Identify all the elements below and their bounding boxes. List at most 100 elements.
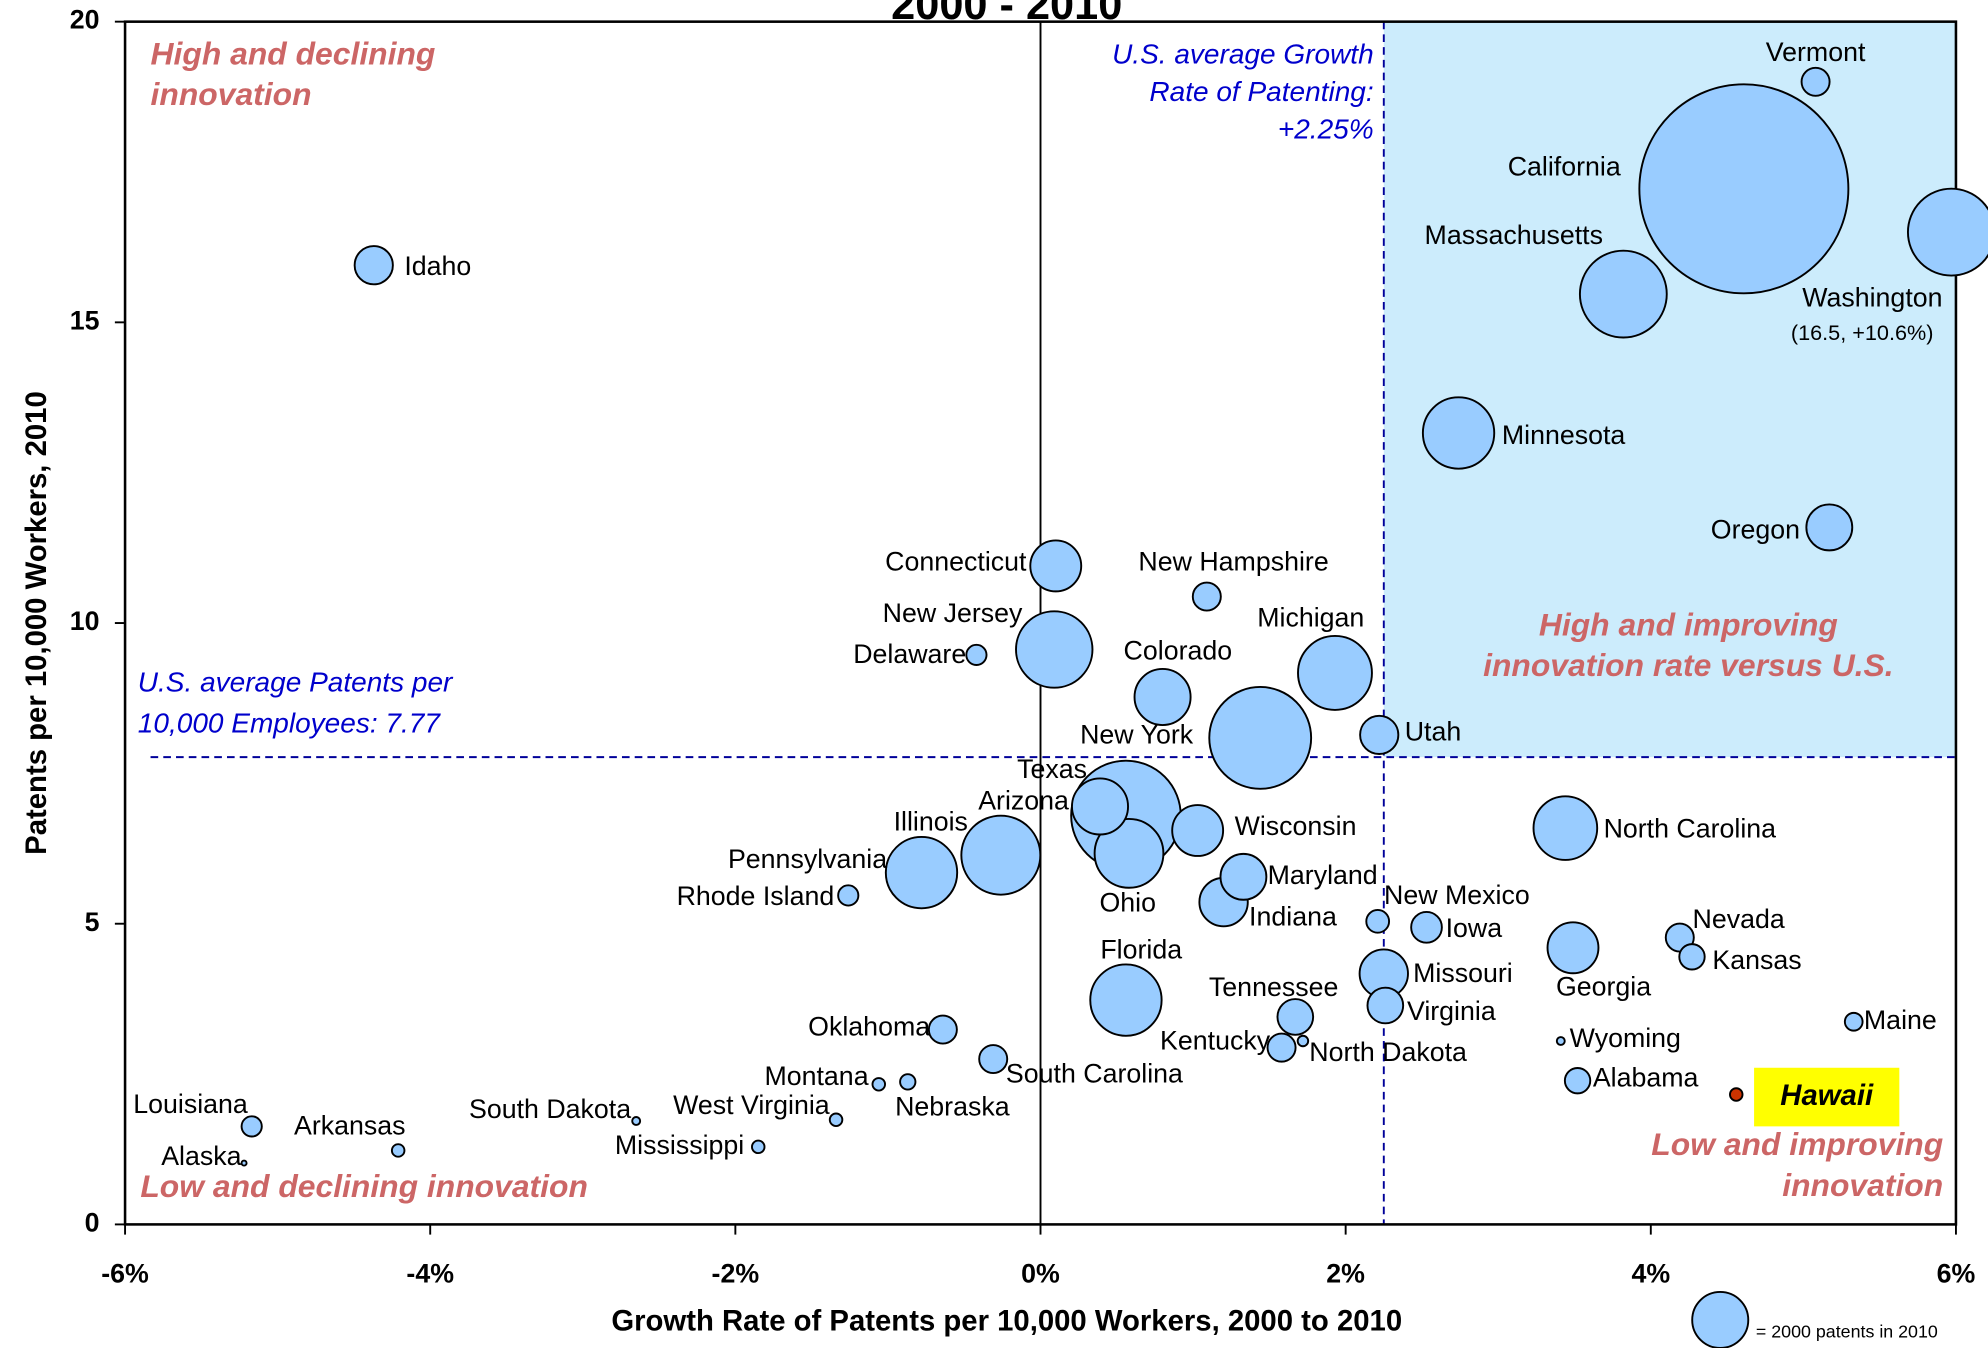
bubble xyxy=(1029,539,1083,593)
bubble xyxy=(390,1143,406,1158)
point-label: Virginia xyxy=(1407,996,1496,1026)
legend-bubble xyxy=(1691,1290,1750,1348)
bubble xyxy=(1071,777,1129,836)
bubble xyxy=(1907,187,1988,277)
y-tick-label: 0 xyxy=(85,1207,100,1237)
point-label: Minnesota xyxy=(1502,420,1626,450)
reference-annotation: U.S. average Growth xyxy=(1112,38,1374,69)
point-label: Alaska xyxy=(161,1141,241,1171)
point-label: Florida xyxy=(1100,935,1182,965)
bubble xyxy=(1410,911,1443,944)
x-tick-label: -4% xyxy=(406,1258,454,1288)
bubble xyxy=(1800,66,1831,97)
reference-annotation: U.S. average Patents per xyxy=(138,667,454,698)
point-label: Oklahoma xyxy=(808,1011,930,1041)
bubble xyxy=(899,1073,917,1091)
point-label: Utah xyxy=(1405,717,1462,747)
bubble xyxy=(1276,998,1315,1036)
bubble xyxy=(1296,1034,1310,1048)
point-label: Georgia xyxy=(1556,972,1651,1002)
quadrant-label: innovation xyxy=(151,76,312,112)
point-label: New Jersey xyxy=(883,598,1023,628)
point-label: Arizona xyxy=(978,786,1069,816)
x-tick-label: 6% xyxy=(1937,1258,1976,1288)
point-label: Mississippi xyxy=(615,1130,744,1160)
bubble xyxy=(1133,668,1192,726)
point-label: West Virginia xyxy=(673,1090,830,1120)
point-label: Hawaii xyxy=(1780,1079,1874,1112)
point-label: Ohio xyxy=(1099,887,1156,917)
bubble xyxy=(1365,908,1391,934)
reference-annotation: Rate of Patenting: xyxy=(1149,76,1373,107)
point-label: North Carolina xyxy=(1604,814,1777,844)
point-label: Nebraska xyxy=(895,1092,1010,1122)
chart-title: 2000 - 2010 xyxy=(891,0,1122,29)
x-tick-label: -2% xyxy=(712,1258,760,1288)
bubble xyxy=(960,814,1042,896)
bubble xyxy=(965,643,988,666)
bubble xyxy=(240,1115,263,1138)
point-label: New York xyxy=(1080,720,1194,750)
quadrant-label: innovation xyxy=(1782,1167,1943,1203)
y-axis-title: Patents per 10,000 Workers, 2010 xyxy=(20,391,53,855)
bubble xyxy=(1555,1036,1566,1046)
point-annotation: (16.5, +10.6%) xyxy=(1791,320,1934,345)
point-label: Pennsylvania xyxy=(728,844,887,874)
quadrant-label: innovation rate versus U.S. xyxy=(1483,647,1894,683)
bubble xyxy=(1366,986,1405,1025)
point-label: Texas xyxy=(1017,754,1087,784)
point-label: Montana xyxy=(764,1061,868,1091)
bubble xyxy=(1578,249,1668,339)
bubble xyxy=(1208,686,1313,790)
bubble xyxy=(927,1014,958,1045)
quadrant-label: Low and declining innovation xyxy=(140,1168,588,1204)
quadrant-label: High and declining xyxy=(151,35,436,71)
bubble xyxy=(1266,1032,1297,1063)
quadrant-label: Low and improving xyxy=(1651,1126,1943,1162)
point-label: New Hampshire xyxy=(1138,547,1328,577)
bubble xyxy=(751,1139,766,1155)
point-label: Nevada xyxy=(1693,904,1785,934)
bubble xyxy=(978,1044,1009,1075)
point-label: Massachusetts xyxy=(1425,220,1603,250)
y-tick-label: 5 xyxy=(85,907,100,937)
x-tick-label: 0% xyxy=(1021,1258,1060,1288)
bubble xyxy=(1532,795,1599,861)
x-tick-label: 4% xyxy=(1631,1258,1670,1288)
bubble xyxy=(353,245,394,286)
quadrant-label: High and improving xyxy=(1539,606,1838,642)
point-label: Idaho xyxy=(404,251,471,281)
legend-label: = 2000 patents in 2010 xyxy=(1756,1321,1938,1341)
label-highlight xyxy=(1754,1067,1900,1127)
point-label: Michigan xyxy=(1257,603,1364,633)
point-label: Vermont xyxy=(1766,37,1866,67)
point-label: Wisconsin xyxy=(1235,811,1357,841)
point-label: Iowa xyxy=(1446,913,1503,943)
y-tick-label: 10 xyxy=(70,606,100,636)
bubble xyxy=(1171,804,1225,857)
x-tick-label: -6% xyxy=(101,1258,149,1288)
bubble xyxy=(1219,852,1268,901)
point-label: New Mexico xyxy=(1384,880,1530,910)
bubble xyxy=(1843,1011,1864,1032)
point-label: Wyoming xyxy=(1570,1023,1681,1053)
bubble xyxy=(1546,921,1600,975)
point-label: Illinois xyxy=(894,806,968,836)
bubble xyxy=(1638,83,1850,295)
bubble xyxy=(1805,503,1854,552)
point-label: Louisiana xyxy=(133,1089,248,1119)
reference-annotation: +2.25% xyxy=(1278,114,1374,145)
point-label: Maine xyxy=(1864,1005,1937,1035)
point-label: Rhode Island xyxy=(677,881,835,911)
bubble xyxy=(884,835,959,910)
point-label: Oregon xyxy=(1711,514,1800,544)
point-label: North Dakota xyxy=(1309,1037,1467,1067)
y-tick-label: 15 xyxy=(70,305,100,335)
point-label: Washington xyxy=(1802,283,1942,313)
bubble xyxy=(1089,963,1163,1037)
x-axis-title: Growth Rate of Patents per 10,000 Worker… xyxy=(611,1304,1402,1337)
reference-annotation: 10,000 Employees: 7.77 xyxy=(138,707,442,738)
point-label: South Dakota xyxy=(469,1094,631,1124)
point-label: Indiana xyxy=(1249,902,1337,932)
